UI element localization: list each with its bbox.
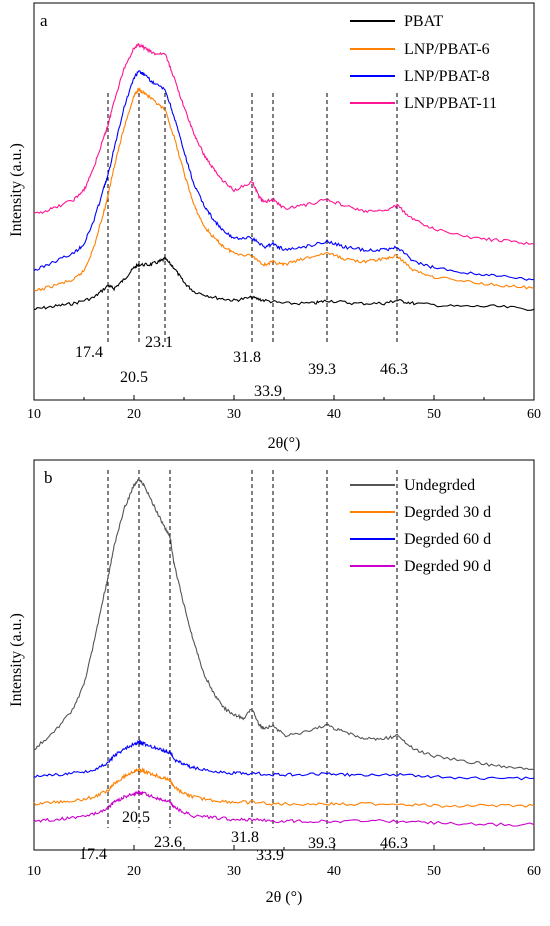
x-tick-label-10: 10 <box>27 407 41 422</box>
peak-label-33-9: 33.9 <box>254 383 282 400</box>
peak-label-23-1: 23.1 <box>145 334 173 351</box>
peak-label-39-3: 39.3 <box>308 835 336 852</box>
peak-label-46-3: 46.3 <box>380 361 408 378</box>
legend-label-degraded-90d: Degrded 90 d <box>404 558 491 575</box>
series-line-lnp-pbat-11 <box>33 42 535 245</box>
legend-label-undegraded: Undegrded <box>404 477 475 494</box>
panel-b-letter: b <box>44 468 53 487</box>
panel-b-y-axis-title: Intensity (a.u.) <box>8 613 25 707</box>
panel-b-series <box>33 478 535 827</box>
panel-b-x-axis-title: 2θ (°) <box>266 889 303 906</box>
panel-b-peak-labels: 20.5 17.4 23.6 31.8 33.9 39.3 46.3 <box>79 809 408 864</box>
peak-label-31-8: 31.8 <box>231 829 259 846</box>
panel-a: a Intensity (a.u.) 2θ(°) 10 20 30 40 50 60 17… <box>8 2 541 452</box>
peak-label-20-5: 20.5 <box>120 369 148 386</box>
peak-label-17-4: 17.4 <box>75 344 103 361</box>
panel-a-y-axis-title: Intensity (a.u.) <box>8 143 25 237</box>
peak-label-17-4: 17.4 <box>79 846 107 863</box>
x-tick-label-10: 10 <box>27 864 41 879</box>
panel-a-plot-frame <box>33 2 535 401</box>
series-line-lnp-pbat-8 <box>33 70 534 281</box>
legend-label-pbat: PBAT <box>404 13 443 30</box>
legend-label-degraded-60d: Degrded 60 d <box>404 531 491 548</box>
legend-label-lnp-pbat-8: LNP/PBAT-8 <box>404 68 490 85</box>
x-tick-label-60: 60 <box>527 864 541 879</box>
peak-label-39-3: 39.3 <box>308 361 336 378</box>
x-tick-label-60: 60 <box>527 407 541 422</box>
panel-a-x-axis-title: 2θ(°) <box>268 435 301 452</box>
x-tick-label-40: 40 <box>327 407 341 422</box>
x-tick-label-40: 40 <box>327 864 341 879</box>
peak-label-20-5: 20.5 <box>122 809 150 826</box>
series-line-degrded-30-d <box>33 766 535 808</box>
panel-b-reference-lines <box>107 470 398 828</box>
peak-label-46-3: 46.3 <box>380 835 408 852</box>
panel-a-reference-lines <box>107 93 398 345</box>
legend-label-lnp-pbat-6: LNP/PBAT-6 <box>404 41 490 58</box>
legend-label-lnp-pbat-11: LNP/PBAT-11 <box>404 95 497 112</box>
peak-label-23-6: 23.6 <box>154 834 182 851</box>
series-line-pbat <box>34 256 535 311</box>
series-line-undegrded <box>33 478 535 771</box>
series-line-lnp-pbat-6 <box>33 86 535 292</box>
x-tick-label-30: 30 <box>227 407 241 422</box>
x-tick-label-30: 30 <box>227 864 241 879</box>
x-tick-label-50: 50 <box>427 864 441 879</box>
panel-a-series <box>33 42 535 311</box>
panel-b-x-ticks: 10 20 30 40 50 60 <box>27 845 541 879</box>
series-line-degrded-90-d <box>33 789 535 827</box>
series-line-degrded-60-d <box>33 739 535 781</box>
x-tick-label-20: 20 <box>127 864 141 879</box>
panel-a-x-ticks: 10 20 30 40 50 60 <box>27 395 541 422</box>
x-tick-label-20: 20 <box>127 407 141 422</box>
panel-a-letter: a <box>40 11 48 30</box>
peak-label-31-8: 31.8 <box>233 349 261 366</box>
panel-b-legend: Undegrded Degrded 30 d Degrded 60 d Degr… <box>350 477 491 575</box>
panel-b: b Intensity (a.u.) 2θ (°) 10 20 30 40 50 60 2… <box>8 459 541 906</box>
panel-a-peak-labels: 17.4 20.5 23.1 31.8 33.9 39.3 46.3 <box>75 334 408 400</box>
x-tick-label-50: 50 <box>427 407 441 422</box>
peak-label-33-9: 33.9 <box>256 847 284 864</box>
panel-a-legend: PBAT LNP/PBAT-6 LNP/PBAT-8 LNP/PBAT-11 <box>350 13 497 112</box>
legend-label-degraded-30d: Degrded 30 d <box>404 504 491 521</box>
